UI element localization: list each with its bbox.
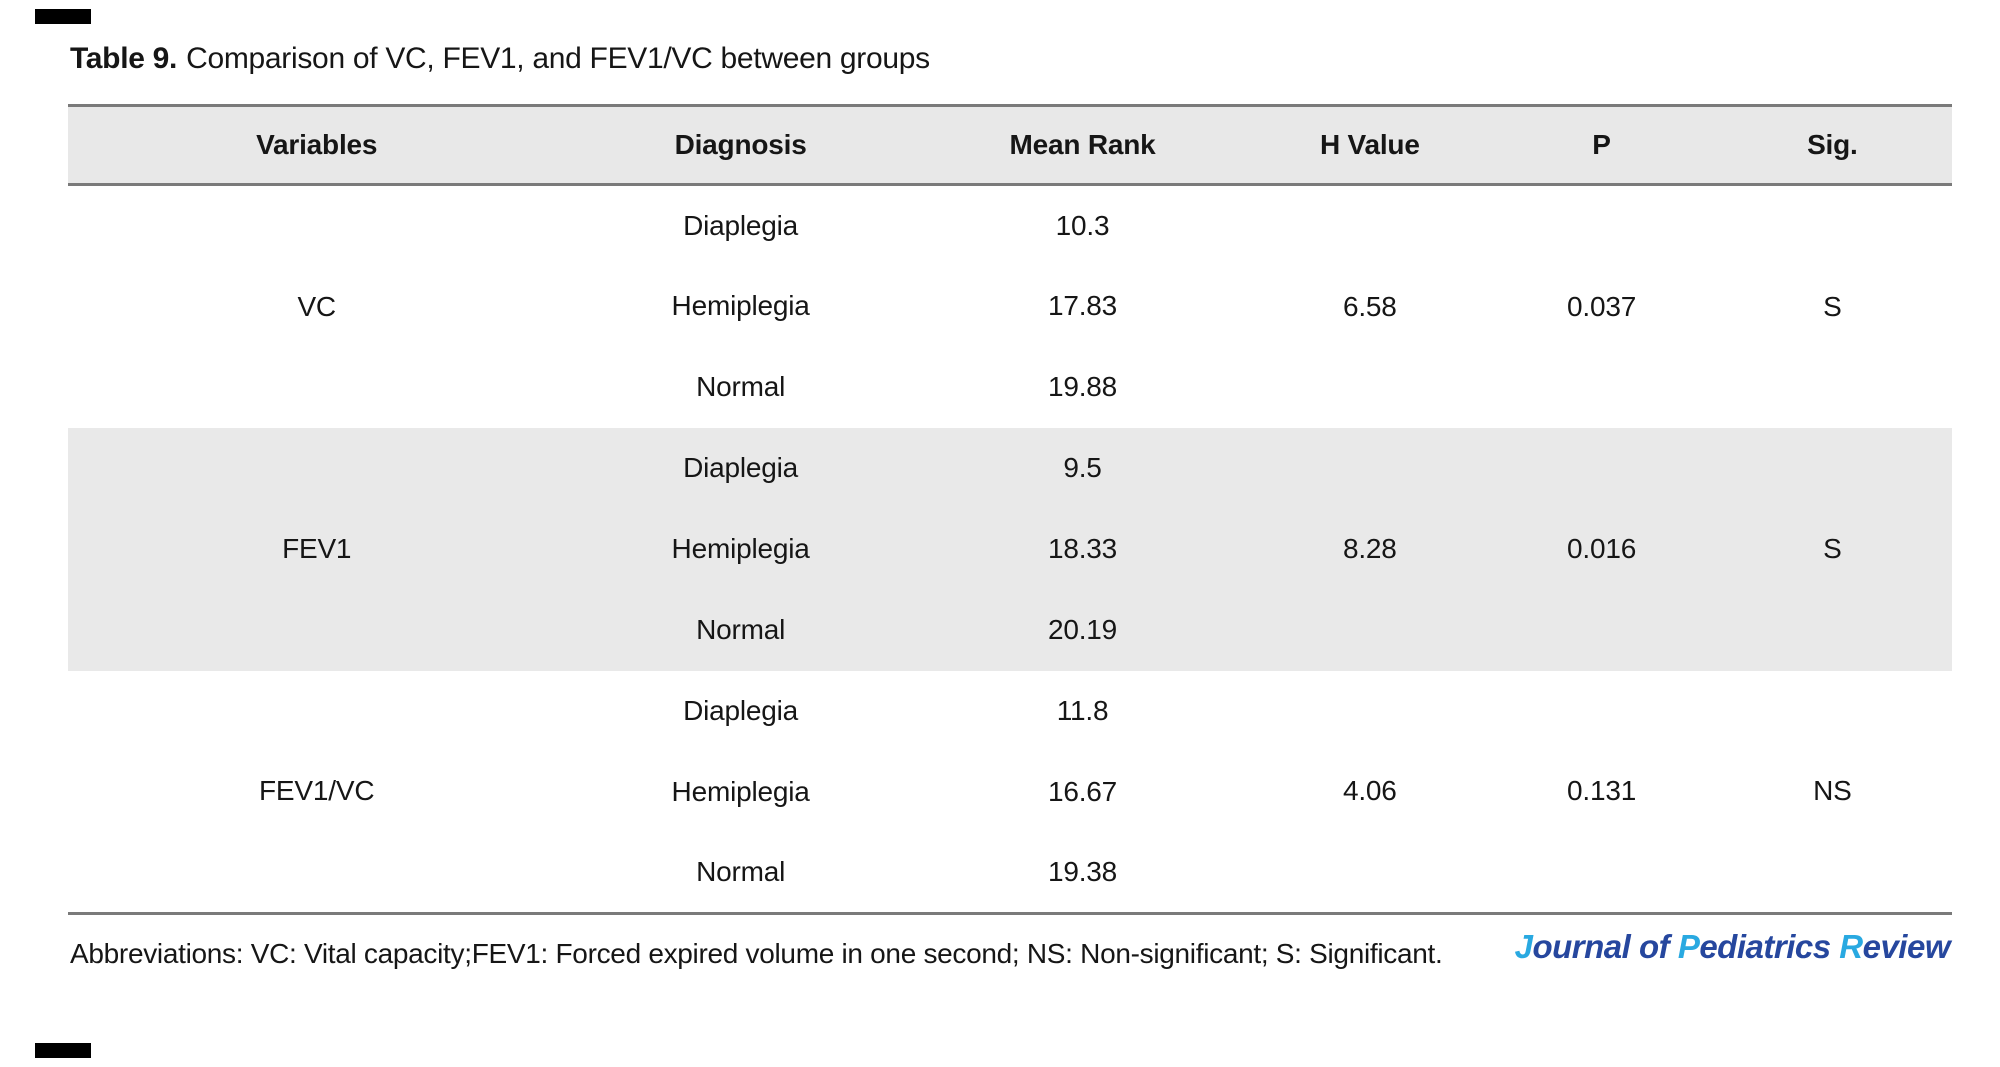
mean-rank-cell: 19.38 [1047, 856, 1118, 888]
variable-cell: VC [297, 290, 336, 322]
journal-logo: Journal of Pediatrics Review [1514, 928, 1951, 966]
journal-logo-text: P [1677, 928, 1700, 965]
header-p: P [1592, 129, 1611, 160]
mean-rank-cell: 10.3 [1055, 209, 1110, 241]
table-number: Table 9. [70, 42, 178, 75]
sig-cell: S [1823, 290, 1842, 322]
table-row: Normal 20.19 [68, 590, 1952, 671]
group-fev1: FEV1 Diaplegia 9.5 8.28 0.016 S Hemipleg… [68, 427, 1952, 671]
diagnosis-cell: Hemiplegia [671, 290, 810, 321]
comparison-table: Variables Diagnosis Mean Rank H Value P … [68, 104, 1952, 915]
mean-rank-cell: 16.67 [1047, 776, 1118, 807]
p-value-cell: 0.037 [1567, 290, 1637, 322]
mean-rank-cell: 19.88 [1047, 371, 1118, 402]
mean-rank-cell: 18.33 [1047, 533, 1118, 564]
journal-logo-text: ournal of [1532, 928, 1678, 965]
group-vc: VC Diaplegia 10.3 6.58 0.037 S Hemiplegi… [68, 185, 1952, 428]
table-row: VC Diaplegia 10.3 6.58 0.037 S [68, 185, 1952, 322]
table-row: Hemiplegia 16.67 [68, 752, 1952, 833]
variable-cell: FEV1 [282, 533, 352, 564]
diagnosis-cell: Normal [696, 371, 786, 402]
table-row: FEV1 Diaplegia 9.5 8.28 0.016 S [68, 428, 1952, 564]
header-sig: Sig. [1807, 129, 1858, 160]
table-row: Hemiplegia 18.33 [68, 509, 1952, 590]
header-row: Variables Diagnosis Mean Rank H Value P … [68, 105, 1952, 185]
table-row: Hemiplegia 17.83 [68, 266, 1952, 347]
table-row: FEV1/VC Diaplegia 11.8 4.06 0.131 NS [68, 671, 1952, 806]
mean-rank-cell: 11.8 [1056, 695, 1109, 726]
header-h-value: H Value [1319, 129, 1420, 160]
journal-logo-text: eview [1862, 928, 1951, 965]
table-title: Table 9. Comparison of VC, FEV1, and FEV1… [70, 42, 930, 76]
p-value-cell: 0.016 [1567, 533, 1637, 564]
h-value-cell: 6.58 [1342, 290, 1397, 322]
sig-cell: S [1823, 533, 1842, 564]
group-fev1-vc: FEV1/VC Diaplegia 11.8 4.06 0.131 NS Hem… [68, 671, 1952, 914]
diagnosis-cell: Diaplegia [683, 695, 799, 726]
diagnosis-cell: Normal [696, 856, 786, 888]
diagnosis-cell: Hemiplegia [671, 533, 810, 564]
journal-logo-text: R [1839, 928, 1863, 965]
journal-logo-text: J [1514, 928, 1533, 965]
abbreviations-note: Abbreviations: VC: Vital capacity;FEV1: … [70, 938, 1443, 969]
table-row: Normal 19.88 [68, 347, 1952, 428]
diagnosis-cell: Normal [696, 614, 786, 645]
scan-mark-top-left [35, 9, 91, 24]
table-header: Variables Diagnosis Mean Rank H Value P … [68, 105, 1952, 185]
variable-cell: FEV1/VC [259, 775, 375, 807]
p-value-cell: 0.131 [1567, 775, 1637, 807]
diagnosis-cell: Diaplegia [683, 209, 799, 241]
h-value-cell: 8.28 [1342, 533, 1397, 564]
header-diagnosis: Diagnosis [674, 129, 807, 160]
journal-logo-text: ediatrics [1699, 928, 1840, 965]
table-row: Normal 19.38 [68, 833, 1952, 914]
mean-rank-cell: 20.19 [1047, 614, 1118, 645]
h-value-cell: 4.06 [1342, 775, 1397, 807]
header-mean-rank: Mean Rank [1009, 129, 1156, 160]
mean-rank-cell: 17.83 [1047, 290, 1118, 321]
table-caption: Comparison of VC, FEV1, and FEV1/VC betw… [186, 42, 930, 75]
diagnosis-cell: Hemiplegia [671, 776, 810, 807]
header-variables: Variables [256, 129, 378, 160]
diagnosis-cell: Diaplegia [683, 452, 799, 483]
sig-cell: NS [1813, 775, 1852, 807]
mean-rank-cell: 9.5 [1063, 452, 1102, 483]
scan-mark-bottom-left [35, 1043, 91, 1058]
